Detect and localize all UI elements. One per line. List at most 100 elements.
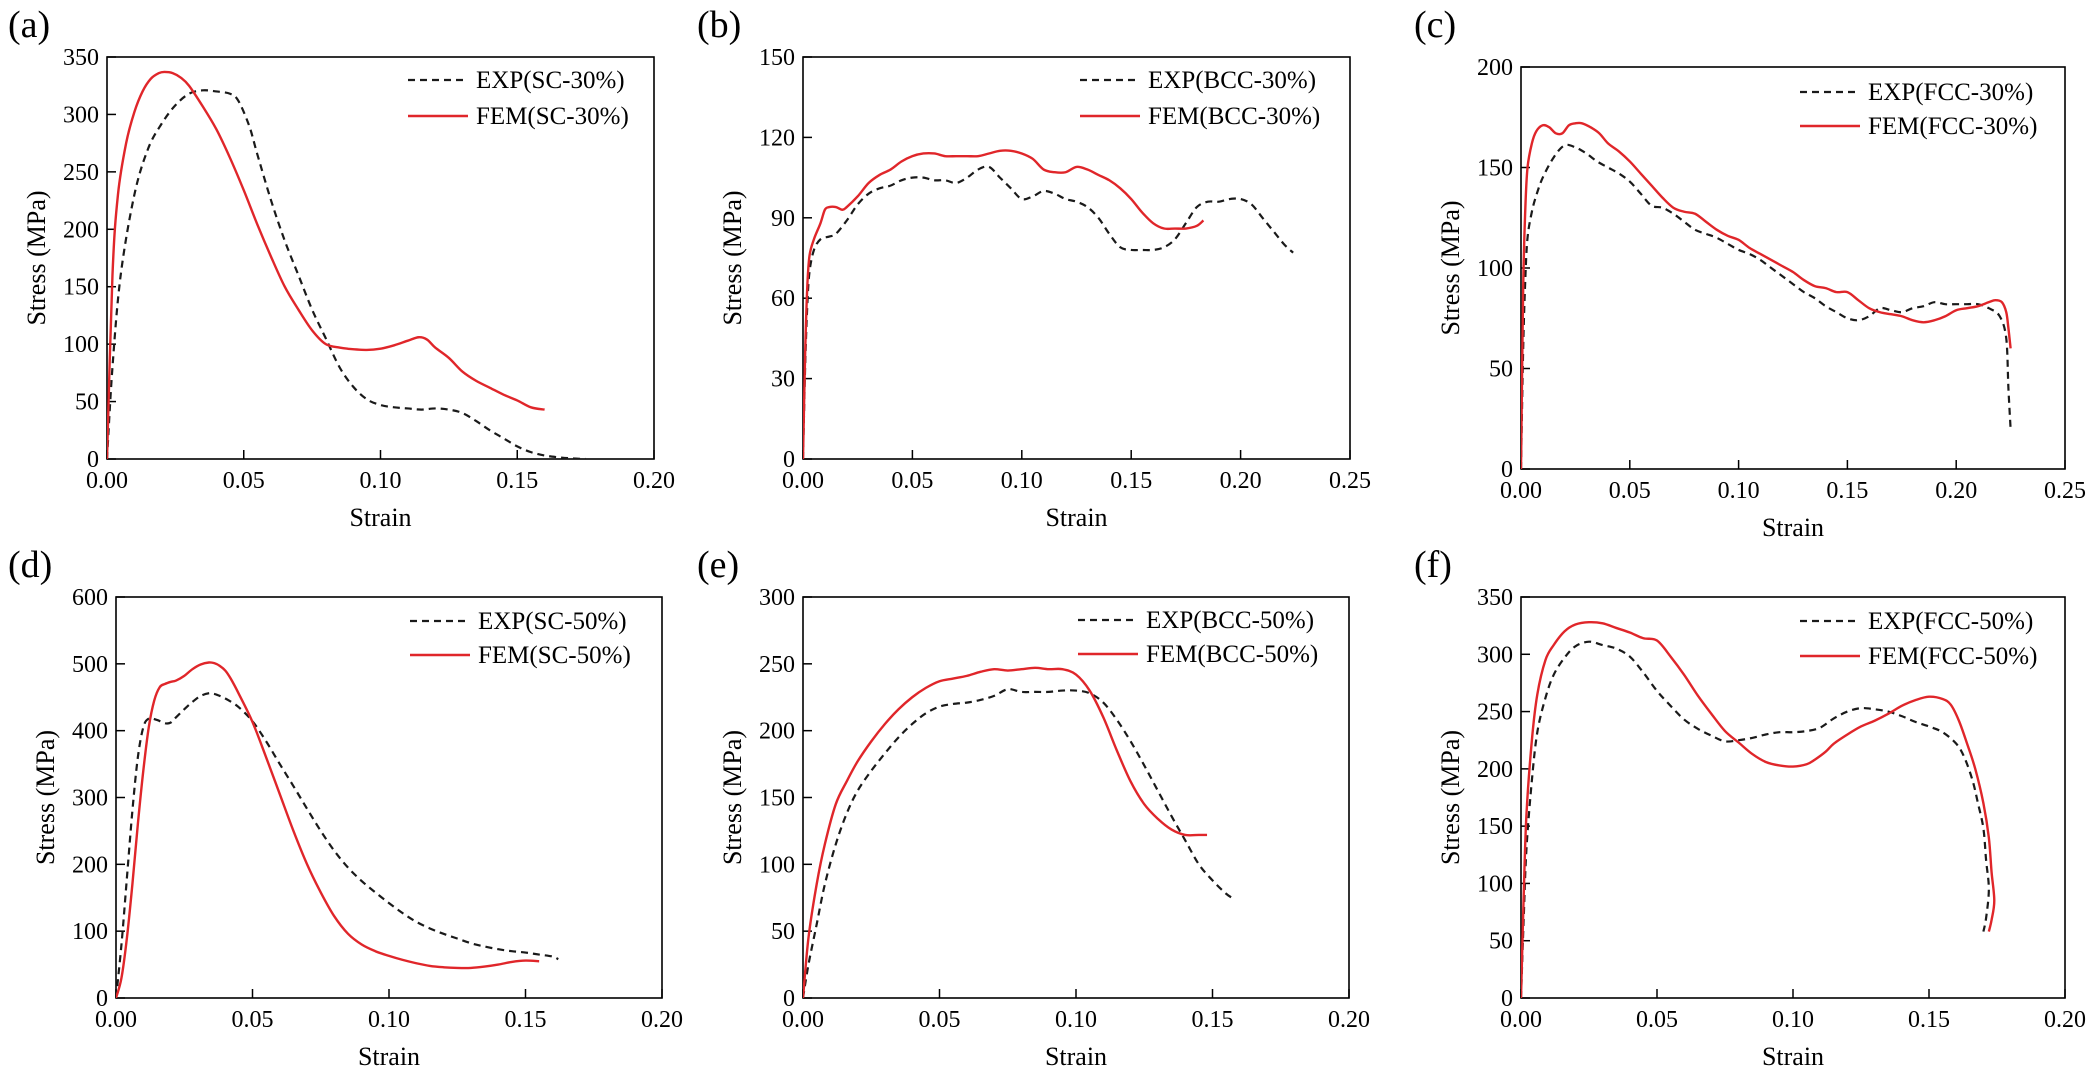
y-axis-title: Stress (MPa)	[22, 190, 51, 325]
x-tick-label: 0.00	[782, 468, 824, 494]
panel-label: (f)	[1414, 544, 1452, 586]
y-tick-label: 300	[63, 102, 99, 128]
x-tick-label: 0.00	[782, 1007, 824, 1033]
x-tick-label: 0.05	[232, 1007, 274, 1033]
y-axis-title: Stress (MPa)	[31, 730, 60, 865]
legend-label: EXP(FCC-30%)	[1868, 79, 2033, 106]
x-tick-label: 0.05	[891, 468, 933, 494]
x-tick-label: 0.05	[223, 468, 265, 494]
legend-label: FEM(SC-50%)	[478, 642, 631, 669]
x-tick-label: 0.05	[1636, 1007, 1678, 1033]
x-tick-label: 0.15	[1110, 468, 1152, 494]
x-axis-title: Strain	[1762, 1042, 1824, 1071]
y-tick-label: 250	[1477, 700, 1513, 726]
x-tick-label: 0.15	[505, 1007, 547, 1033]
y-tick-label: 250	[759, 652, 795, 678]
x-tick-label: 0.10	[1772, 1007, 1814, 1033]
y-tick-label: 0	[96, 986, 108, 1012]
y-tick-label: 400	[72, 719, 108, 745]
x-tick-label: 0.25	[2044, 478, 2086, 504]
y-tick-label: 500	[72, 652, 108, 678]
x-tick-label: 0.10	[1055, 1007, 1097, 1033]
chart-panel-f: (f) 0.00 0.05 0.10 0.15 0.20 0 50 100 150 200 250 30…	[1414, 544, 2086, 1071]
y-tick-label: 350	[63, 45, 99, 71]
chart-panel-a: (a) 0.00 0.05 0.10 0.15 0.20 0 50 100 150 200 250 30…	[8, 4, 675, 532]
y-tick-label: 60	[771, 286, 795, 312]
x-tick-label: 0.15	[1192, 1007, 1234, 1033]
y-tick-label: 0	[783, 986, 795, 1012]
y-tick-label: 0	[1501, 986, 1513, 1012]
x-tick-label: 0.20	[633, 468, 675, 494]
y-tick-label: 100	[759, 852, 795, 878]
y-axis-title: Stress (MPa)	[718, 190, 747, 325]
panel-label: (a)	[8, 4, 50, 46]
y-tick-label: 300	[759, 585, 795, 611]
legend-label: EXP(SC-50%)	[478, 608, 627, 635]
y-tick-label: 100	[72, 919, 108, 945]
chart-panel-e: (e) 0.00 0.05 0.10 0.15 0.20 0 50 100 150 200 250 30…	[697, 544, 1370, 1071]
plot-frame	[802, 56, 1351, 460]
chart-panel-c: (c) 0.00 0.05 0.10 0.15 0.20 0.25 0 50 100 150 200 S…	[1414, 4, 2086, 542]
fem-series-line	[1521, 620, 1996, 998]
y-tick-label: 100	[1477, 871, 1513, 897]
x-tick-label: 0.05	[1609, 478, 1651, 504]
exp-series-line	[116, 692, 559, 998]
y-tick-label: 200	[1477, 757, 1513, 783]
exp-series-line	[803, 165, 1294, 459]
exp-series-line	[1521, 143, 2012, 469]
chart-panel-d: (d) 0.00 0.05 0.10 0.15 0.20 0 100 200 300 400 500 6…	[8, 544, 683, 1071]
legend-label: FEM(BCC-50%)	[1146, 641, 1318, 668]
legend-label: EXP(BCC-50%)	[1146, 607, 1314, 634]
y-tick-label: 250	[63, 160, 99, 186]
x-tick-label: 0.00	[86, 468, 128, 494]
x-tick-label: 0.20	[1328, 1007, 1370, 1033]
y-tick-label: 150	[63, 275, 99, 301]
x-tick-label: 0.20	[2044, 1007, 2086, 1033]
legend-label: EXP(SC-30%)	[476, 67, 625, 94]
x-axis-title: Strain	[349, 503, 411, 532]
x-tick-label: 0.20	[641, 1007, 683, 1033]
x-tick-label: 0.15	[1826, 478, 1868, 504]
y-tick-label: 0	[1501, 457, 1513, 483]
y-tick-label: 0	[783, 447, 795, 473]
x-tick-label: 0.05	[919, 1007, 961, 1033]
y-tick-label: 350	[1477, 585, 1513, 611]
y-tick-label: 200	[759, 719, 795, 745]
x-axis-title: Strain	[1762, 513, 1824, 542]
x-tick-label: 0.10	[360, 468, 402, 494]
panel-label: (d)	[8, 544, 52, 586]
x-tick-label: 0.15	[1908, 1007, 1950, 1033]
exp-series-line	[107, 89, 586, 459]
fem-series-line	[1521, 121, 2012, 469]
fem-series-line	[803, 666, 1208, 998]
y-tick-label: 50	[771, 919, 795, 945]
y-tick-label: 200	[1477, 55, 1513, 81]
y-tick-label: 100	[1477, 256, 1513, 282]
x-tick-label: 0.20	[1935, 478, 1977, 504]
fem-series-line	[803, 149, 1205, 459]
y-tick-label: 150	[759, 45, 795, 71]
x-tick-label: 0.10	[368, 1007, 410, 1033]
legend-label: FEM(FCC-50%)	[1868, 643, 2037, 670]
panel-label: (b)	[697, 4, 741, 46]
y-axis-title: Stress (MPa)	[718, 730, 747, 865]
y-tick-label: 200	[63, 217, 99, 243]
y-tick-label: 0	[87, 447, 99, 473]
legend-label: FEM(FCC-30%)	[1868, 113, 2037, 140]
y-tick-label: 50	[1489, 357, 1513, 383]
legend-label: FEM(SC-30%)	[476, 103, 629, 130]
chart-panel-b: (b) 0.00 0.05 0.10 0.15 0.20 0.25 0 30 60 90 120 150…	[697, 4, 1371, 532]
x-tick-label: 0.00	[1500, 1007, 1542, 1033]
x-tick-label: 0.10	[1718, 478, 1760, 504]
legend-label: FEM(BCC-30%)	[1148, 103, 1320, 130]
y-tick-label: 300	[72, 786, 108, 812]
y-tick-label: 150	[1477, 156, 1513, 182]
x-axis-title: Strain	[1045, 1042, 1107, 1071]
y-tick-label: 150	[759, 786, 795, 812]
y-tick-label: 50	[75, 390, 99, 416]
y-tick-label: 200	[72, 852, 108, 878]
y-tick-label: 120	[759, 125, 795, 151]
x-tick-label: 0.15	[496, 468, 538, 494]
y-tick-label: 100	[63, 332, 99, 358]
